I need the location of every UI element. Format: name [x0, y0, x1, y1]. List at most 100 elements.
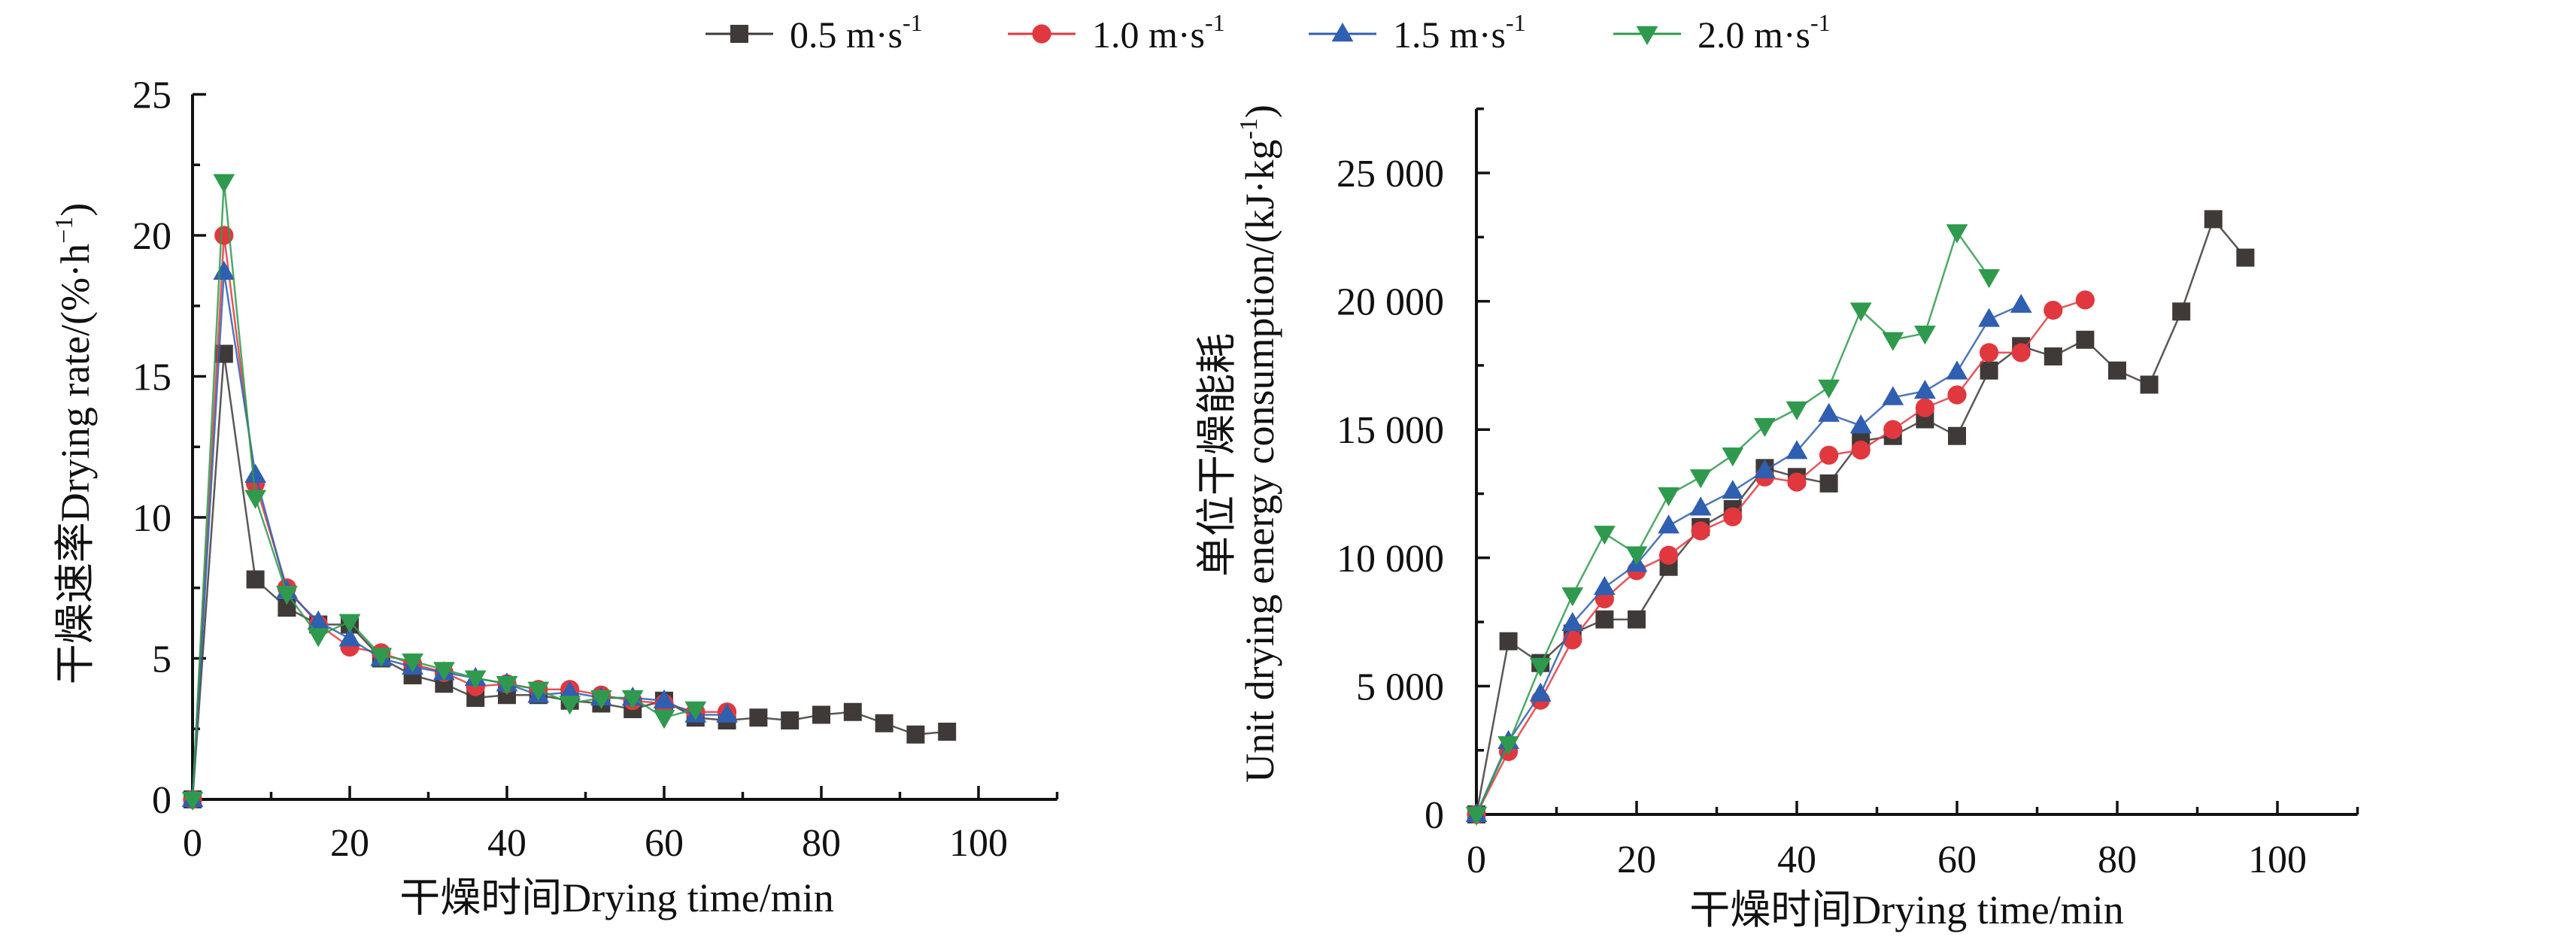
chart0-series-0-point [906, 725, 925, 744]
legend-label: 2.0 m·s-1 [1698, 9, 1831, 56]
chart1-series-2-point [1978, 308, 2000, 327]
chart0-series-0-point [781, 711, 800, 729]
chart1-series-2-point [1689, 496, 1712, 516]
chart0-x-tick-label: 0 [183, 822, 202, 865]
chart1-series-3-point [1625, 546, 1648, 566]
chart1-series-2 [1465, 293, 2032, 823]
chart1-series-1 [1467, 290, 2095, 824]
chart0-series-0-point [812, 705, 830, 724]
chart0-series-3-point [590, 690, 612, 709]
chart1-series-3 [1465, 224, 2000, 826]
chart1-series-0-point [2236, 248, 2255, 267]
chart0-series-0-point [843, 702, 862, 721]
legend-marker-square [730, 25, 748, 43]
chart1-series-0 [1467, 210, 2255, 823]
chart1-series-1-point [1980, 343, 1999, 362]
legend-marker-circle [1032, 24, 1051, 44]
chart0-ylabel: 干燥速率Drying rate/(%·h−1) [50, 203, 98, 685]
chart0-series-2 [181, 260, 738, 808]
chart0-series-3-point [433, 662, 455, 681]
chart0-series-3-point [338, 614, 361, 633]
chart1-series-1-point [1787, 472, 1807, 492]
chart1-series-3-point [1722, 447, 1744, 467]
chart1-series-3-point [1818, 379, 1840, 399]
chart0-xlabel: 干燥时间Drying time/min [399, 875, 833, 920]
chart0-x-tick-label: 60 [645, 822, 684, 865]
legend-label: 1.5 m·s-1 [1393, 9, 1526, 56]
chart1-series-3-point [1529, 657, 1552, 678]
chart1-series-2-point [1882, 386, 1904, 405]
chart1-ylabel-line1: 单位干燥能耗 [1194, 333, 1239, 577]
chart0-x-tick-label: 80 [802, 822, 841, 865]
legend-entry-3: 2.0 m·s-1 [1613, 9, 1831, 56]
chart1-series-2-point [1818, 402, 1840, 422]
chart1-y-tick-label: 15 000 [1337, 409, 1444, 452]
chart1-x-tick-label: 60 [1937, 838, 1977, 881]
chart1-series-0-point [2172, 302, 2191, 321]
chart0-series-3-point [244, 490, 266, 509]
chart0-series-3-point [559, 696, 581, 715]
chart0-x-tick-label: 100 [949, 822, 1008, 865]
chart1-series-1-point [1851, 440, 1871, 460]
chart1-xlabel: 干燥时间Drying time/min [1689, 887, 2123, 932]
chart1-series-3-point [1465, 806, 1488, 826]
chart1-series-1-point [1819, 445, 1839, 465]
chart1-series-3-point [1786, 401, 1808, 420]
chart0-series-2-point [559, 681, 581, 700]
chart0-series-3-point [496, 676, 518, 696]
chart0-series-3-point [464, 670, 487, 690]
legend: 0.5 m·s-1 1.0 m·s-1 1.5 m·s-1 2.0 m·s-1 [705, 9, 1831, 56]
chart1-series-0-point [2140, 375, 2159, 394]
chart1-series-3-point [1849, 302, 1872, 322]
energy-consumption-chart: 单位干燥能耗 Unit drying energy consumption/(k… [1194, 105, 2359, 932]
chart1-series-1-point [2011, 343, 2031, 362]
chart1-series-3-point [1882, 332, 1904, 351]
chart1-series-2-point [1658, 514, 1679, 534]
chart0-y-tick-label: 25 [132, 74, 171, 117]
chart1-series-3-point [1914, 326, 1936, 345]
chart1-series-1-point [2044, 300, 2063, 320]
chart1-x-tick-label: 0 [1467, 838, 1486, 881]
chart1-series-3-point [1978, 268, 2000, 289]
chart0-series-0-point [875, 714, 894, 732]
legend-label: 0.5 m·s-1 [790, 9, 923, 56]
chart0-series-3-point [527, 681, 550, 701]
chart1-series-2-point [1754, 459, 1776, 478]
chart0-y-tick-label: 20 [132, 215, 171, 258]
chart1-series-2-point [2010, 293, 2032, 313]
chart0-series-3-point [213, 174, 235, 193]
chart1-series-3-point [1561, 587, 1584, 607]
chart1-series-2-point [1946, 360, 1968, 380]
chart1-series-2-point [1849, 414, 1872, 434]
chart1-series-2-point [1914, 380, 1936, 399]
chart1-series-1-point [1883, 420, 1903, 439]
chart1-series-0-point [2108, 361, 2126, 380]
chart1-series-2-point [1529, 682, 1552, 702]
drying-rate-chart: 干燥速率Drying rate/(%·h−1) 干燥时间Drying time/… [50, 74, 1059, 920]
chart1-ylabel: Unit drying energy consumption/(kJ·kg-1) [1235, 105, 1282, 783]
chart1-series-3-point [1946, 224, 1968, 244]
chart0-series-3-point [402, 653, 423, 673]
chart1-series-2-point [1786, 440, 1808, 459]
chart0-series-3-point [307, 628, 329, 647]
chart1-y-tick-label: 0 [1425, 794, 1444, 837]
chart1-x-tick-label: 100 [2248, 838, 2307, 881]
chart1-series-0-point [2204, 210, 2223, 229]
chart1-series-0-point [1595, 610, 1614, 629]
chart1-series-2-point [1722, 480, 1744, 499]
legend-marker-triangle-up [1331, 23, 1354, 42]
chart0-series-0 [184, 344, 957, 808]
chart0-series-3-point [370, 647, 393, 667]
chart0-series-1-line [191, 235, 727, 800]
chart1-x-tick-label: 40 [1777, 838, 1816, 881]
chart0-series-2-point [716, 703, 738, 723]
legend-entry-0: 0.5 m·s-1 [705, 9, 923, 56]
chart1-x-tick-label: 20 [1617, 838, 1656, 881]
legend-entry-1: 1.0 m·s-1 [1008, 9, 1225, 56]
chart1-x-tick-label: 80 [2098, 838, 2137, 881]
chart1-series-1-point [1691, 521, 1710, 541]
chart0-y-tick-label: 15 [132, 356, 171, 399]
chart1-series-3-point [1497, 735, 1519, 756]
chart0-series-3-point [653, 710, 675, 729]
